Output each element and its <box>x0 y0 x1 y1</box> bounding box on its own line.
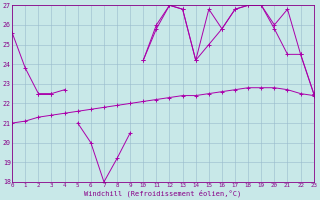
X-axis label: Windchill (Refroidissement éolien,°C): Windchill (Refroidissement éolien,°C) <box>84 190 242 197</box>
